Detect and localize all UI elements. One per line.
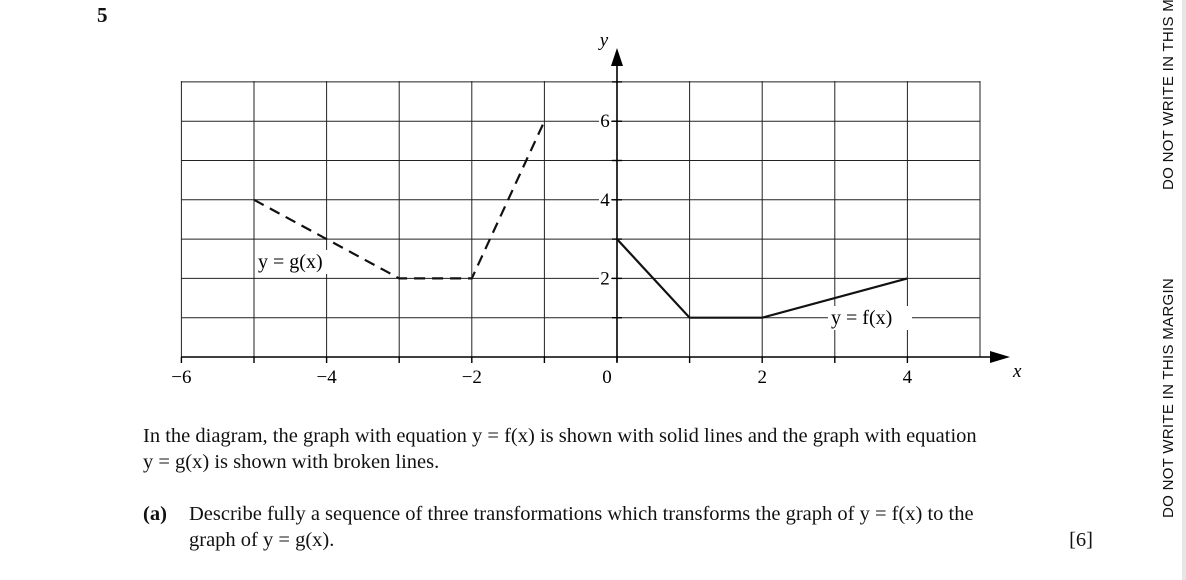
y-axis-arrow — [611, 48, 623, 66]
y-tick-label: 4 — [600, 190, 610, 211]
x-tick-label: 2 — [757, 367, 767, 388]
graph-labels: −6 −4 −2 0 2 4 2 4 6 x y y = g(x) y = f(x) — [171, 30, 1022, 388]
y-axis-label: y — [598, 30, 609, 51]
part-a-marks: [6] — [1069, 529, 1093, 551]
x-tick-label: 4 — [903, 367, 913, 388]
x-axis-arrow — [990, 351, 1010, 363]
question-number: 5 — [97, 3, 108, 27]
y-tick-label-bg — [599, 190, 611, 209]
part-a-question: Describe fully a sequence of three trans… — [189, 501, 1091, 553]
f-graph-label: y = f(x) — [831, 307, 892, 329]
g-graph-label: y = g(x) — [258, 251, 323, 273]
y-tick-label-bg — [599, 269, 611, 288]
y-tick-label-bg — [599, 112, 611, 131]
x-tick-label: −2 — [462, 367, 482, 388]
x-tick-label: −4 — [316, 367, 337, 388]
x-tick-label: 0 — [602, 367, 612, 388]
g-label-bg — [256, 250, 336, 274]
x-tick-label: −6 — [171, 367, 191, 388]
part-a-line-1: Describe fully a sequence of three trans… — [189, 503, 974, 525]
g-graph-line — [253, 120, 546, 280]
y-tick-label: 2 — [600, 268, 610, 289]
y-tick-label: 6 — [600, 111, 610, 132]
f-label-bg — [828, 306, 912, 330]
question-intro: In the diagram, the graph with equation … — [143, 423, 1098, 475]
margin-warning-bottom: DO NOT WRITE IN THIS MARGIN — [1160, 277, 1177, 518]
margin-strip — [1182, 0, 1186, 580]
f-graph-line — [616, 238, 908, 319]
part-a-label: (a) — [143, 503, 167, 525]
graph-series — [253, 120, 908, 319]
intro-line-1: In the diagram, the graph with equation … — [143, 425, 977, 447]
intro-line-2: y = g(x) is shown with broken lines. — [143, 451, 440, 473]
function-graph: −6 −4 −2 0 2 4 2 4 6 x y y = g(x) y = f(x) — [171, 30, 1022, 388]
x-axis-label: x — [1012, 361, 1022, 382]
part-a-line-2: graph of y = g(x). — [189, 529, 335, 551]
margin-warning-top: DO NOT WRITE IN THIS M — [1160, 0, 1177, 190]
